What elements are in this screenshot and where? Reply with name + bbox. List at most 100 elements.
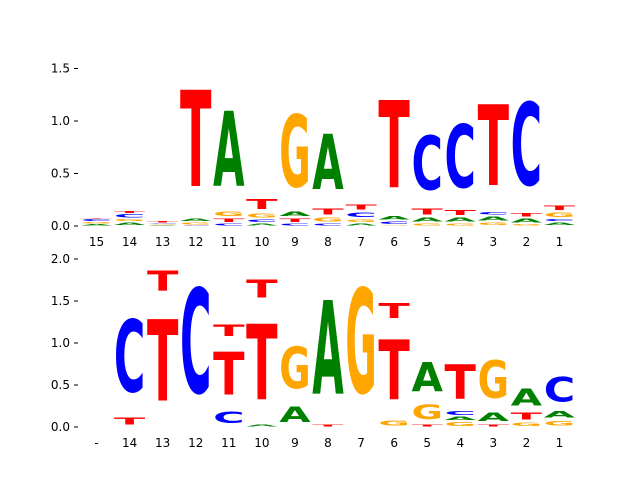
x-tick-label: 8 xyxy=(324,436,332,450)
logo-letter-C: C xyxy=(114,214,145,219)
logo-letter-A: A xyxy=(246,223,278,226)
logo-letter-T: T xyxy=(114,415,146,427)
logo-letter-G: G xyxy=(378,419,409,427)
logo-letter-T: T xyxy=(378,300,410,323)
x-tick-label: 4 xyxy=(456,436,464,450)
logo-letter-G: G xyxy=(411,223,442,226)
x-tick-label: 10 xyxy=(254,436,269,450)
x-tick-label: 7 xyxy=(357,235,365,249)
logo-letter-A: A xyxy=(147,225,180,226)
logo-letter-A: A xyxy=(544,222,576,226)
logo-letter-G: G xyxy=(279,96,310,211)
logo-letter-C: C xyxy=(411,122,442,208)
logo-letter-C: C xyxy=(511,82,542,213)
logo-letter-G: G xyxy=(511,224,542,226)
y-tick-label: 0.5 xyxy=(51,378,70,392)
logo-letter-G: G xyxy=(81,222,112,224)
logo-letter-T: T xyxy=(378,77,410,216)
y-tick-label: 0.5 xyxy=(51,167,70,181)
y-tick-label: 1.0 xyxy=(51,336,70,350)
logo-letter-C: C xyxy=(544,371,575,410)
logo-letter-C: C xyxy=(213,409,244,428)
logo-letter-G: G xyxy=(445,223,476,226)
x-tick-label: 14 xyxy=(122,235,137,249)
logo-letter-C: C xyxy=(180,225,211,226)
logo-letter-A: A xyxy=(279,210,311,217)
logo-letter-T: T xyxy=(511,212,543,217)
x-tick-label: 2 xyxy=(523,436,531,450)
logo-letter-G: G xyxy=(411,402,442,424)
logo-letter-T: T xyxy=(279,218,311,223)
logo-letter-G: G xyxy=(312,217,343,223)
logo-letter-T: T xyxy=(180,64,211,218)
logo-letter-T: T xyxy=(445,208,477,216)
logo-letter-A: A xyxy=(445,217,477,223)
logo-letter-T: T xyxy=(147,265,179,297)
logo-letter-A: A xyxy=(312,121,344,208)
logo-letter-T: T xyxy=(213,218,245,223)
x-tick-label: 1 xyxy=(556,235,564,249)
logo-letter-C: C xyxy=(445,109,476,209)
logo-letter-C: C xyxy=(81,219,112,222)
y-tick-label: 2.0 xyxy=(51,252,70,266)
logo-letter-G: G xyxy=(544,212,575,219)
logo-letter-T: T xyxy=(411,207,443,217)
x-tick-label: 8 xyxy=(324,235,332,249)
logo-letter-A: A xyxy=(511,218,543,224)
x-tick-label: 5 xyxy=(423,235,431,249)
x-tick-label: 2 xyxy=(523,235,531,249)
logo-letter-T: T xyxy=(114,210,146,213)
logo-letter-A: A xyxy=(412,354,444,401)
logo-letter-T: T xyxy=(411,424,443,427)
x-tick-label: 3 xyxy=(490,436,498,450)
x-tick-label: - xyxy=(94,436,98,450)
logo-letter-A: A xyxy=(478,410,509,423)
logo-letter-G: G xyxy=(180,222,211,225)
logo-letter-G: G xyxy=(213,211,244,218)
x-tick-label: 13 xyxy=(155,235,170,249)
logo-letter-A: A xyxy=(511,384,543,411)
x-tick-label: 9 xyxy=(291,235,299,249)
x-tick-label: 4 xyxy=(456,235,464,249)
logo-letter-G: G xyxy=(478,222,509,226)
x-tick-label: 12 xyxy=(188,436,203,450)
x-tick-label: 3 xyxy=(490,235,498,249)
logo-letter-T: T xyxy=(246,274,278,303)
logo-letter-T: T xyxy=(213,322,245,340)
x-tick-label: 15 xyxy=(89,235,104,249)
y-tick-label: 1.5 xyxy=(51,294,70,308)
logo-letter-T: T xyxy=(478,83,510,211)
logo-letter-T: T xyxy=(81,218,114,219)
y-tick-label: 1.0 xyxy=(51,114,70,128)
logo-letter-A: A xyxy=(411,217,443,223)
logo-letter-A: A xyxy=(279,402,310,427)
logo-letter-T: T xyxy=(478,424,510,427)
logo-letter-C: C xyxy=(279,223,310,226)
logo-letter-C: C xyxy=(312,223,343,226)
logo-letter-T: T xyxy=(312,425,344,428)
logo-letter-C: C xyxy=(213,223,244,226)
logo-letter-T: T xyxy=(246,304,278,424)
logo-letter-T: T xyxy=(544,204,576,211)
logo-letter-G: G xyxy=(147,224,178,225)
logo-letter-A: A xyxy=(378,215,410,220)
logo-letter-T: T xyxy=(213,341,244,409)
logo-letter-T: T xyxy=(147,221,180,223)
x-tick-label: 13 xyxy=(155,436,170,450)
x-tick-label: 6 xyxy=(390,235,398,249)
logo-letter-C: C xyxy=(445,410,476,416)
logo-letter-T: T xyxy=(445,356,477,411)
logo-letter-G: G xyxy=(345,219,376,223)
x-tick-label: 14 xyxy=(122,436,137,450)
logo-letter-C: C xyxy=(114,299,145,415)
top-logo-panel: 0.00.51.01.5AGCTAGCTAGCTCGATCTGAACGTCTAG… xyxy=(51,62,576,250)
x-tick-label: 11 xyxy=(221,436,236,450)
logo-letter-A: A xyxy=(81,224,113,226)
y-tick-label: 0.0 xyxy=(51,420,70,434)
x-tick-label: 12 xyxy=(188,235,203,249)
logo-letter-C: C xyxy=(544,219,575,222)
logo-letter-G: G xyxy=(114,219,145,222)
logo-letter-A: A xyxy=(180,218,212,222)
logo-letter-A: A xyxy=(478,215,510,221)
